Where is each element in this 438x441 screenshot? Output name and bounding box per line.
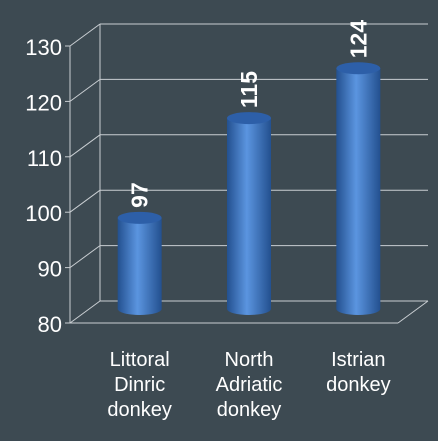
bar-body xyxy=(336,68,381,316)
x-category-label-line: Adriatic xyxy=(216,374,283,396)
bar-body xyxy=(227,118,271,315)
y-tick-label: 80 xyxy=(38,312,62,337)
bar xyxy=(336,62,381,316)
x-category-label-line: donkey xyxy=(107,399,172,421)
x-category-label-line: North xyxy=(225,349,274,371)
x-category-label-line: donkey xyxy=(217,399,282,421)
y-tick-label: 130 xyxy=(25,35,62,60)
bar-top xyxy=(117,211,162,224)
gridline-diagonal xyxy=(69,78,101,102)
floor-right-edge xyxy=(397,300,429,324)
bar-top xyxy=(227,112,271,125)
data-label: 124 xyxy=(345,20,371,59)
x-category-label-line: Dinric xyxy=(114,374,165,396)
gridline-diagonal xyxy=(69,134,101,158)
y-tick-label: 110 xyxy=(27,146,62,171)
bar xyxy=(227,112,271,315)
x-category-label-line: Istrian xyxy=(331,349,385,371)
gridline-diagonal xyxy=(69,300,101,324)
bar-body xyxy=(117,217,162,315)
gridline-diagonal xyxy=(69,189,101,213)
bar-top xyxy=(336,62,381,75)
y-tick-label: 120 xyxy=(25,90,62,115)
gridline-diagonal xyxy=(69,245,101,269)
data-label: 97 xyxy=(127,182,153,208)
x-category-label: North Adriatic donkey xyxy=(216,349,283,421)
x-category-label-line: donkey xyxy=(326,374,391,396)
y-tick-label: 100 xyxy=(25,201,62,226)
x-category-label: Istrian donkey xyxy=(326,349,391,396)
data-label: 115 xyxy=(236,71,262,108)
y-tick-label: 90 xyxy=(38,257,62,282)
x-category-label: Littoral Dinric donkey xyxy=(107,349,172,421)
x-category-label-line: Littoral xyxy=(110,349,170,371)
bar xyxy=(117,211,162,315)
gridline-diagonal xyxy=(69,23,101,47)
